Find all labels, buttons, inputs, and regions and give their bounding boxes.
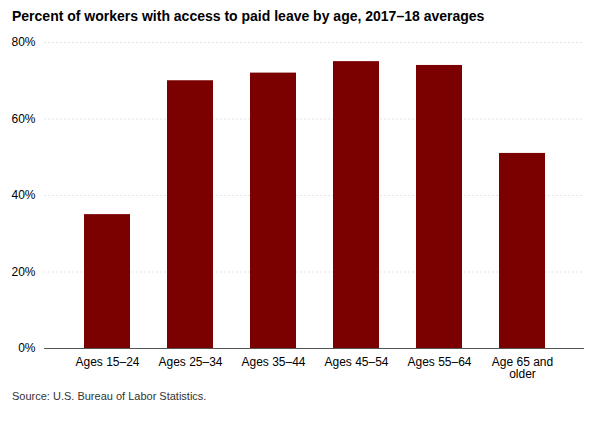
svg-text:Ages 45–54: Ages 45–54 xyxy=(324,355,388,369)
svg-text:40%: 40% xyxy=(11,188,35,202)
html-text:Source: U.S. Bureau of Labor S: Source: U.S. Bureau of Labor Statistics. xyxy=(12,390,207,402)
svg-text:20%: 20% xyxy=(11,265,35,279)
svg-text:Ages 35–44: Ages 35–44 xyxy=(241,355,305,369)
html-text:Percent of workers with access: Percent of workers with access to paid l… xyxy=(12,8,485,24)
svg-text:60%: 60% xyxy=(11,112,35,126)
svg-text:0%: 0% xyxy=(18,341,36,355)
svg-text:Ages 55–64: Ages 55–64 xyxy=(407,355,471,369)
svg-text:Ages 25–34: Ages 25–34 xyxy=(158,355,222,369)
svg-text:Ages 15–24: Ages 15–24 xyxy=(75,355,139,369)
svg-text:80%: 80% xyxy=(11,35,35,49)
svg-text:Age 65 andolder: Age 65 andolder xyxy=(492,355,553,381)
